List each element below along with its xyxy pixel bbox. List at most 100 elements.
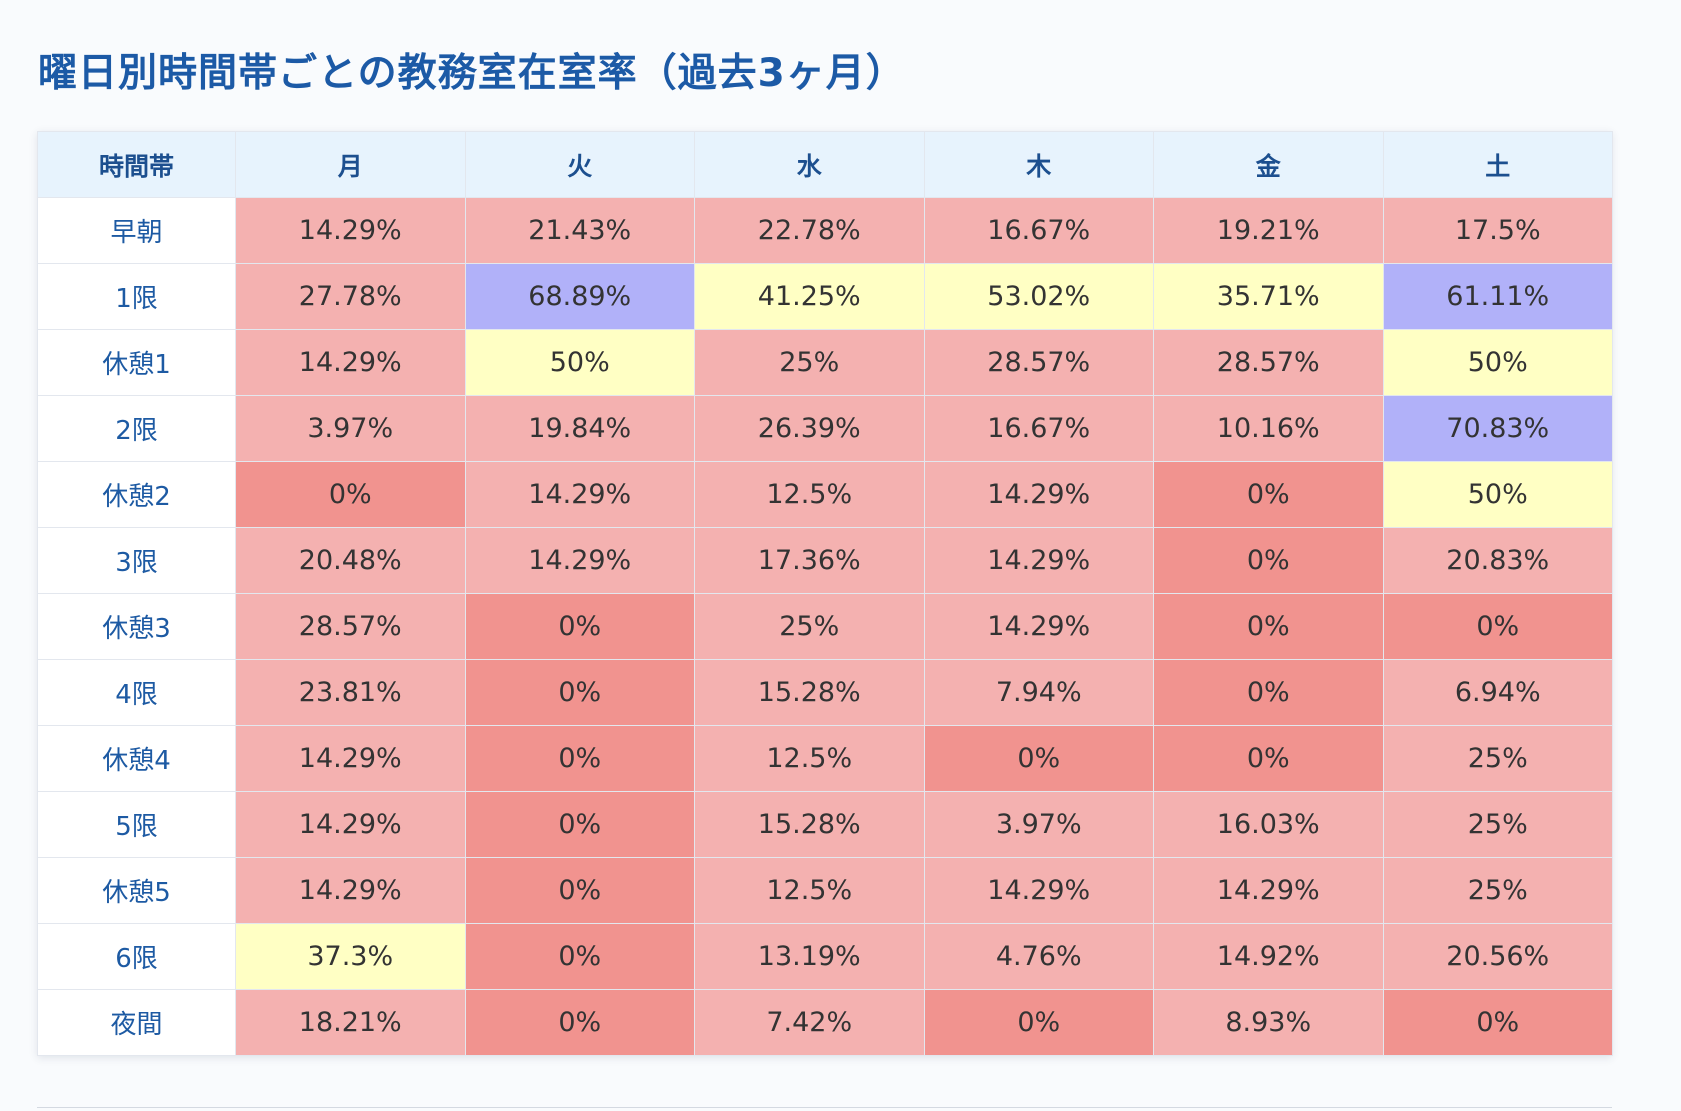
heatmap-cell: 20.48% — [235, 527, 466, 594]
heatmap-cell: 28.57% — [1153, 329, 1384, 396]
row-header-time-slot: 休憩4 — [37, 725, 236, 792]
heatmap-cell: 4.76% — [923, 923, 1154, 990]
table-header: 時間帯 月火水木金土 — [37, 131, 1613, 198]
heatmap-cell: 14.29% — [923, 857, 1154, 924]
heatmap-cell: 14.29% — [923, 593, 1154, 660]
heatmap-cell: 50% — [464, 329, 695, 396]
heatmap-cell: 0% — [923, 989, 1154, 1056]
row-header-time-slot: 1限 — [37, 263, 236, 330]
heatmap-cell: 0% — [464, 923, 695, 990]
row-header-time-slot: 5限 — [37, 791, 236, 858]
heatmap-cell: 0% — [1382, 593, 1613, 660]
heatmap-cell: 68.89% — [464, 263, 695, 330]
heatmap-cell: 21.43% — [464, 197, 695, 264]
heatmap-cell: 0% — [464, 593, 695, 660]
heatmap-cell: 16.67% — [923, 395, 1154, 462]
heatmap-cell: 10.16% — [1153, 395, 1384, 462]
table-row: 早朝 14.29% 21.43% 22.78% 16.67% 19.21% 17.5% — [37, 197, 1613, 264]
heatmap-cell: 7.94% — [923, 659, 1154, 726]
table-row: 3限 20.48% 14.29% 17.36% 14.29% 0% 20.83% — [37, 527, 1613, 594]
table-row: 休憩5 14.29% 0% 12.5% 14.29% 14.29% 25% — [37, 857, 1613, 924]
heatmap-cell: 19.21% — [1153, 197, 1384, 264]
heatmap-table-container: 時間帯 月火水木金土 早朝 14.29% 21.43% 22.78% 16.67% 19.… — [37, 131, 1613, 1056]
heatmap-cell: 14.29% — [1153, 857, 1384, 924]
heatmap-cell: 0% — [1153, 593, 1384, 660]
row-header-time-slot: 2限 — [37, 395, 236, 462]
heatmap-cell: 0% — [464, 659, 695, 726]
heatmap-cell: 14.29% — [235, 791, 466, 858]
heatmap-cell: 14.29% — [235, 197, 466, 264]
heatmap-cell: 12.5% — [694, 725, 925, 792]
heatmap-cell: 12.5% — [694, 857, 925, 924]
heatmap-cell: 13.19% — [694, 923, 925, 990]
heatmap-cell: 20.56% — [1382, 923, 1613, 990]
heatmap-cell: 0% — [464, 989, 695, 1056]
row-header-time-slot: 休憩3 — [37, 593, 236, 660]
heatmap-cell: 7.42% — [694, 989, 925, 1056]
heatmap-cell: 14.29% — [464, 461, 695, 528]
column-header-day: 木 — [923, 131, 1154, 198]
heatmap-cell: 15.28% — [694, 659, 925, 726]
heatmap-cell: 17.5% — [1382, 197, 1613, 264]
column-header-day: 水 — [694, 131, 925, 198]
heatmap-cell: 50% — [1382, 461, 1613, 528]
heatmap-cell: 0% — [1153, 461, 1384, 528]
occupancy-heatmap-table: 時間帯 月火水木金土 早朝 14.29% 21.43% 22.78% 16.67% 19.… — [37, 131, 1613, 1056]
heatmap-cell: 25% — [1382, 725, 1613, 792]
page-title: 曜日別時間帯ごとの教務室在室率（過去3ヶ月） — [38, 51, 906, 96]
row-header-time-slot: 休憩5 — [37, 857, 236, 924]
row-header-time-slot: 休憩2 — [37, 461, 236, 528]
heatmap-cell: 26.39% — [694, 395, 925, 462]
heatmap-cell: 25% — [1382, 857, 1613, 924]
heatmap-cell: 12.5% — [694, 461, 925, 528]
heatmap-cell: 25% — [694, 329, 925, 396]
table-row: 夜間 18.21% 0% 7.42% 0% 8.93% 0% — [37, 989, 1613, 1056]
column-header-day: 月 — [235, 131, 466, 198]
table-row: 休憩1 14.29% 50% 25% 28.57% 28.57% 50% — [37, 329, 1613, 396]
heatmap-cell: 70.83% — [1382, 395, 1613, 462]
row-header-time-slot: 3限 — [37, 527, 236, 594]
heatmap-cell: 14.29% — [464, 527, 695, 594]
table-row: 休憩3 28.57% 0% 25% 14.29% 0% 0% — [37, 593, 1613, 660]
heatmap-cell: 15.28% — [694, 791, 925, 858]
heatmap-cell: 6.94% — [1382, 659, 1613, 726]
heatmap-cell: 53.02% — [923, 263, 1154, 330]
heatmap-cell: 14.29% — [235, 725, 466, 792]
table-row: 2限 3.97% 19.84% 26.39% 16.67% 10.16% 70.83% — [37, 395, 1613, 462]
heatmap-cell: 25% — [1382, 791, 1613, 858]
table-row: 6限 37.3% 0% 13.19% 4.76% 14.92% 20.56% — [37, 923, 1613, 990]
table-row: 休憩4 14.29% 0% 12.5% 0% 0% 25% — [37, 725, 1613, 792]
row-header-time-slot: 夜間 — [37, 989, 236, 1056]
heatmap-cell: 14.29% — [923, 461, 1154, 528]
header-row: 時間帯 月火水木金土 — [37, 131, 1613, 198]
heatmap-cell: 16.03% — [1153, 791, 1384, 858]
heatmap-cell: 41.25% — [694, 263, 925, 330]
table-row: 休憩2 0% 14.29% 12.5% 14.29% 0% 50% — [37, 461, 1613, 528]
heatmap-cell: 37.3% — [235, 923, 466, 990]
column-header-time-slot: 時間帯 — [37, 131, 236, 198]
heatmap-cell: 19.84% — [464, 395, 695, 462]
table-row: 4限 23.81% 0% 15.28% 7.94% 0% 6.94% — [37, 659, 1613, 726]
heatmap-cell: 14.29% — [235, 329, 466, 396]
heatmap-cell: 61.11% — [1382, 263, 1613, 330]
row-header-time-slot: 6限 — [37, 923, 236, 990]
heatmap-cell: 0% — [1382, 989, 1613, 1056]
heatmap-cell: 28.57% — [923, 329, 1154, 396]
heatmap-cell: 0% — [464, 791, 695, 858]
column-header-day: 火 — [464, 131, 695, 198]
heatmap-cell: 0% — [464, 725, 695, 792]
column-header-day: 金 — [1153, 131, 1384, 198]
heatmap-cell: 23.81% — [235, 659, 466, 726]
table-row: 5限 14.29% 0% 15.28% 3.97% 16.03% 25% — [37, 791, 1613, 858]
heatmap-cell: 28.57% — [235, 593, 466, 660]
heatmap-cell: 0% — [1153, 659, 1384, 726]
heatmap-cell: 0% — [235, 461, 466, 528]
table-body: 早朝 14.29% 21.43% 22.78% 16.67% 19.21% 17.5% 1限 2… — [37, 197, 1613, 1056]
heatmap-cell: 18.21% — [235, 989, 466, 1056]
heatmap-cell: 14.92% — [1153, 923, 1384, 990]
row-header-time-slot: 4限 — [37, 659, 236, 726]
heatmap-cell: 22.78% — [694, 197, 925, 264]
heatmap-cell: 3.97% — [235, 395, 466, 462]
heatmap-cell: 0% — [1153, 725, 1384, 792]
